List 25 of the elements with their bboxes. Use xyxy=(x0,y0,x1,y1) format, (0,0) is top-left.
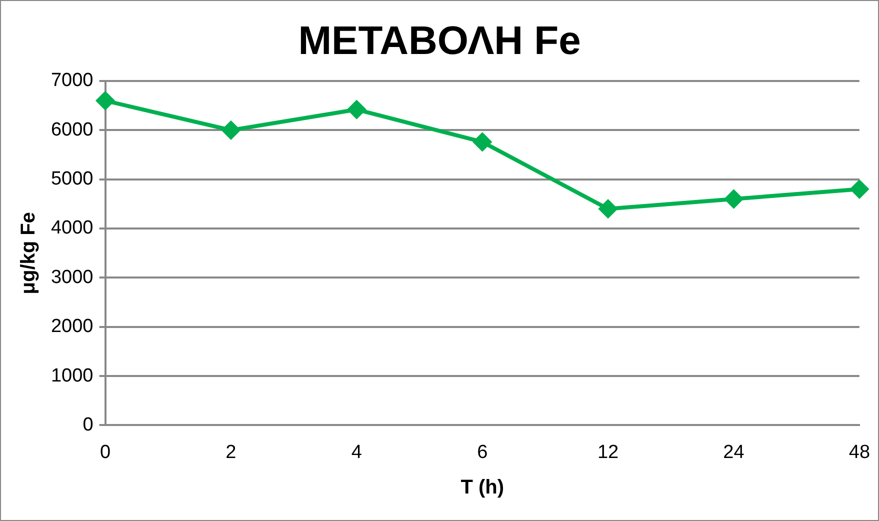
x-tick-label: 24 xyxy=(723,442,745,463)
point xyxy=(599,200,618,218)
y-tick-label: 1000 xyxy=(50,365,94,386)
x-tick-label: 48 xyxy=(848,442,870,463)
x-tick-label: 6 xyxy=(477,442,488,463)
point xyxy=(222,121,240,140)
y-tick-label: 3000 xyxy=(50,266,94,288)
x-tick-label: 4 xyxy=(351,442,362,463)
x-tick-label: 0 xyxy=(100,442,111,463)
x-tick-label: 12 xyxy=(597,442,619,463)
y-axis-title: μg/kg Fe xyxy=(18,212,40,294)
y-tick-label: 6000 xyxy=(50,119,94,140)
y-tick-label: 4000 xyxy=(50,218,94,239)
x-tick-label: 2 xyxy=(226,442,236,463)
point xyxy=(850,180,868,198)
y-tick-label: 7000 xyxy=(50,70,94,92)
point xyxy=(473,132,492,151)
y-tick-label: 2000 xyxy=(50,316,94,338)
point xyxy=(724,190,743,208)
chart-title: ΜΕΤΑΒΟΛΗ Fe xyxy=(298,19,581,64)
x-axis-title: T (h) xyxy=(460,476,504,499)
point xyxy=(348,100,366,119)
y-tick-label: 5000 xyxy=(50,168,94,190)
y-tick-label: 0 xyxy=(82,414,94,436)
point xyxy=(96,92,114,110)
